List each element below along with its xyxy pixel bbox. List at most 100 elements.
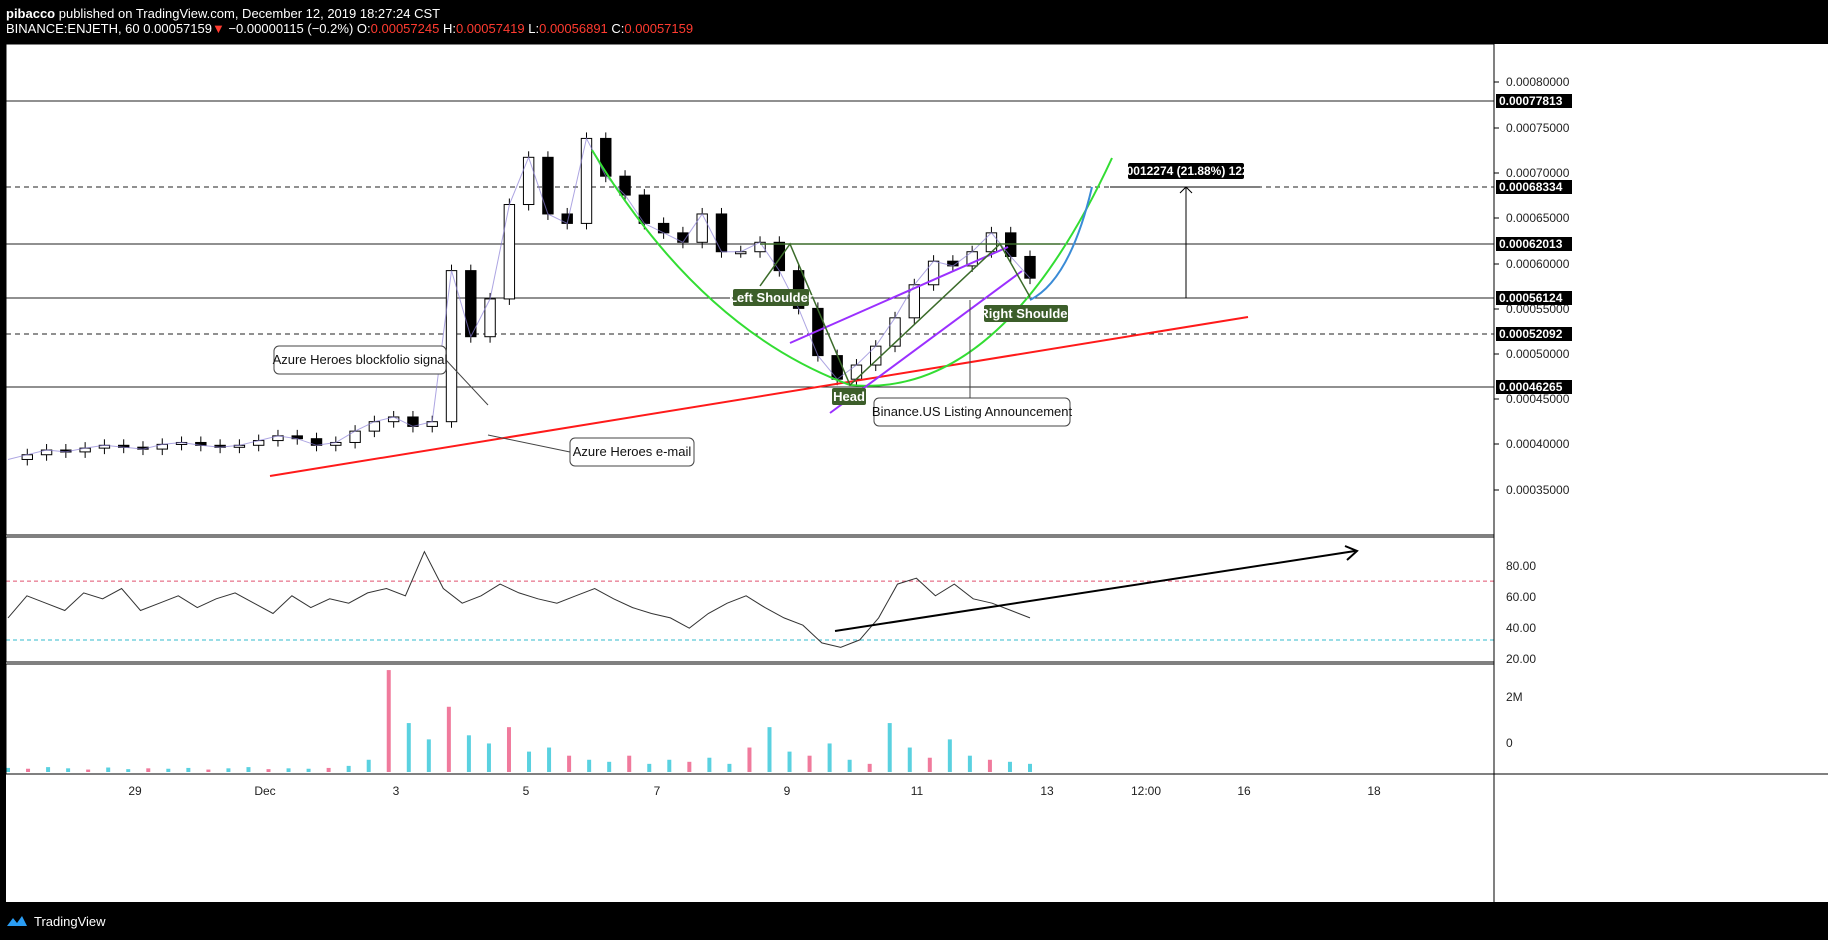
volume-panel[interactable] [6,670,1032,772]
volume-bar[interactable] [386,670,391,772]
volume-bar[interactable] [607,761,612,772]
brand-name[interactable]: TradingView [34,914,106,929]
rsi-trendline[interactable] [834,550,1356,632]
candle[interactable] [503,204,516,300]
volume-bar[interactable] [887,723,892,772]
candle[interactable] [484,298,496,338]
pattern-tag-label: Head [833,389,865,404]
projection-curve[interactable] [1029,186,1093,301]
price-axis-tick-label: 0.00045000 [1506,392,1570,406]
volume-bar[interactable] [66,768,71,772]
callout-text: Azure Heroes blockfolio signal [273,352,448,367]
volume-bar[interactable] [166,768,171,772]
rsi-trendline-arrowhead [1344,545,1359,561]
volume-bar[interactable] [406,723,411,772]
candle[interactable] [1024,255,1036,279]
volume-bar[interactable] [6,767,10,772]
volume-bar[interactable] [346,765,351,772]
publisher-name[interactable]: pibacco [6,6,56,21]
price-panel[interactable] [6,100,1494,477]
volume-bar[interactable] [266,769,271,772]
volume-bar[interactable] [26,768,31,772]
volume-bar[interactable] [687,761,692,772]
candle[interactable] [773,241,786,272]
volume-bar[interactable] [226,768,231,772]
high-label: H: [442,21,456,36]
candle[interactable] [445,270,458,423]
volume-bar[interactable] [1028,763,1032,772]
volume-bar[interactable] [146,768,151,772]
candle[interactable] [831,355,843,380]
red-support-trendline[interactable] [269,316,1249,477]
volume-bar[interactable] [426,739,431,772]
volume-bar[interactable] [787,751,792,772]
volume-bar[interactable] [86,769,91,772]
volume-bar[interactable] [286,768,291,772]
volume-bar[interactable] [947,739,952,772]
volume-bar[interactable] [827,743,832,772]
volume-bar[interactable] [967,755,972,772]
tradingview-logo-icon[interactable] [6,914,28,928]
channel-upper-line[interactable] [789,246,1009,344]
price-level-badge [1496,380,1572,394]
price-level-label: 0.00046265 [1499,380,1563,394]
head-shoulders-outline[interactable] [759,242,1031,387]
volume-bar[interactable] [246,767,251,772]
candle[interactable] [522,156,535,206]
rsi-axis-label: 80.00 [1506,559,1536,573]
price-axis-tick-label: 0.00035000 [1506,483,1570,497]
volume-bar[interactable] [46,767,51,772]
symbol-line: BINANCE:ENJETH, 60 0.00057159▼ −0.000001… [6,21,693,36]
rsi-axis-label: 40.00 [1506,621,1536,635]
volume-bar[interactable] [366,759,371,772]
volume-bar[interactable] [106,767,111,772]
volume-bar[interactable] [567,755,572,772]
candle[interactable] [870,345,882,366]
volume-bar[interactable] [446,706,451,772]
rsi-line[interactable] [7,550,1031,648]
volume-bar[interactable] [466,735,471,772]
candle[interactable] [715,213,728,253]
volume-bar[interactable] [326,767,331,772]
volume-bar[interactable] [587,759,592,772]
volume-bar[interactable] [667,759,672,772]
volume-bar[interactable] [727,763,732,772]
volume-bar[interactable] [707,757,712,772]
chart-header: pibacco published on TradingView.com, De… [0,0,1828,44]
volume-bar[interactable] [486,743,491,772]
volume-bar[interactable] [547,747,552,772]
candle[interactable] [638,194,651,224]
volume-bar[interactable] [1007,761,1012,772]
symbol-label[interactable]: BINANCE:ENJETH, 60 [6,21,140,36]
candle[interactable] [542,156,554,215]
volume-bar[interactable] [987,759,992,772]
candle[interactable] [619,175,631,196]
volume-bar[interactable] [807,755,812,772]
volume-bar[interactable] [767,727,772,772]
volume-bar[interactable] [847,759,852,772]
volume-bar[interactable] [506,727,511,772]
time-axis-label: 29 [128,784,142,798]
volume-bar[interactable] [927,757,932,772]
volume-bar[interactable] [907,747,912,772]
volume-bar[interactable] [627,755,632,772]
time-axis-label: 3 [393,784,400,798]
volume-bar[interactable] [867,763,872,772]
down-arrow-icon: ▼ [211,21,225,36]
volume-bar[interactable] [126,769,131,772]
volume-bar[interactable] [647,763,652,772]
candle[interactable] [696,213,708,243]
axes: 0.00080000 0.00075000 0.00070000 0.00065000… [5,43,1828,902]
volume-bar[interactable] [306,768,311,772]
rsi-panel[interactable] [6,545,1494,648]
candle[interactable] [465,270,477,338]
candle[interactable] [580,137,593,224]
callout-text: Azure Heroes e-mail [573,444,692,459]
volume-bar[interactable] [206,769,211,772]
volume-bar[interactable] [527,751,532,772]
price-axis-tick-label: 0.00080000 [1506,75,1570,89]
volume-bar[interactable] [186,767,191,772]
volume-bar[interactable] [747,747,752,772]
callout-pointer [445,359,489,406]
